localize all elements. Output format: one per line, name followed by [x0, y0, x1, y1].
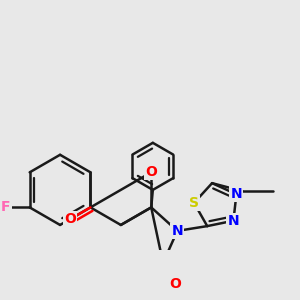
Text: N: N [231, 187, 242, 201]
Text: O: O [169, 277, 181, 291]
Text: N: N [172, 224, 183, 238]
Text: F: F [1, 200, 10, 214]
Text: S: S [189, 196, 199, 210]
Text: O: O [64, 212, 76, 226]
Text: O: O [145, 165, 157, 179]
Text: N: N [228, 214, 239, 228]
